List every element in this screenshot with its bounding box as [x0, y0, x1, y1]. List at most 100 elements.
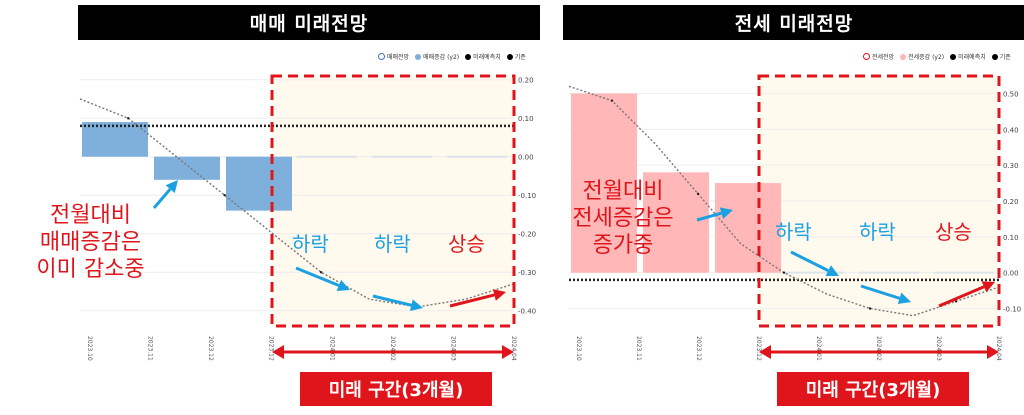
y2-tick-label: 0.20 — [518, 77, 534, 85]
annotation-arrow — [696, 211, 722, 222]
arrowhead-right — [502, 345, 514, 359]
trend-label-down: 하락 — [775, 220, 812, 244]
legend-bar-icon — [415, 53, 422, 60]
trend-label-down: 하락 — [292, 232, 329, 256]
x-tick-label: 2024.02 — [875, 336, 882, 361]
y2-tick-label: -0.30 — [518, 269, 536, 277]
annotation-arrow — [152, 188, 172, 209]
legend-item: 기준 — [991, 52, 1011, 61]
legend-item: 미래예측치 — [950, 52, 986, 61]
x-tick-label: 2024.03 — [935, 336, 942, 361]
annotation-arrowhead — [409, 299, 423, 312]
arrowhead-left — [759, 345, 771, 359]
future-region-border — [757, 74, 1001, 328]
y2-tick-label: 0.00 — [518, 154, 534, 162]
sale-forecast-panel: 매매 미래전망 매매전망 매매증감 (y2) 미래예측치 기준 0.20 0.10… — [36, 0, 540, 415]
legend-item: 미래예측치 — [465, 52, 501, 61]
legend-item: 매매전망 — [378, 52, 409, 61]
trend-label-down: 하락 — [859, 220, 896, 244]
x-tick-label: 2024.02 — [389, 336, 396, 361]
jeonse-note: 전월대비 전세증감은 증가중 — [553, 178, 693, 259]
x-tick-label: 2024.03 — [449, 336, 456, 361]
forecast-point — [868, 307, 872, 310]
x-tick-label: 2023.11 — [635, 336, 642, 361]
annotation-arrow — [295, 266, 340, 287]
future-region — [272, 76, 514, 326]
jeonse-chart: 0.50 0.40 0.30 0.20 0.10 0.00 -0.10 2023.10 2023… — [568, 74, 1021, 361]
annotation-arrowhead — [897, 292, 911, 305]
legend-circle-icon — [863, 53, 870, 60]
note-line: 증가중 — [592, 233, 654, 258]
jeonse-forecast-title: 전세 미래전망 — [563, 5, 1024, 40]
legend-item: 전세전망 — [863, 52, 894, 61]
note-line: 전세증감은 — [572, 206, 674, 231]
sale-chart: 0.20 0.10 0.00 -0.10 -0.20 -0.30 -0.40 2023.10 2… — [79, 74, 536, 361]
x-tick-label: 2024.01 — [328, 336, 335, 361]
x-tick-label: 2023.11 — [147, 336, 154, 361]
y2-tick-label: -0.10 — [1003, 306, 1021, 314]
annotation-arrow — [938, 285, 985, 308]
sale-legend: 매매전망 매매증감 (y2) 미래예측치 기준 — [378, 52, 526, 61]
forecast-point — [610, 99, 614, 102]
arrowhead-left — [272, 345, 284, 359]
note-line: 전월대비 — [50, 203, 131, 228]
y2-tick-label: 0.00 — [1003, 270, 1019, 278]
future-period-label: 미래 구간(3개월) — [777, 372, 969, 406]
bar — [715, 183, 781, 273]
y2-tick-label: 0.10 — [1003, 234, 1019, 242]
y2-tick-label: -0.40 — [518, 308, 536, 316]
x-tick-label: 2024.01 — [815, 336, 822, 361]
forecast-point — [223, 194, 226, 197]
annotation-arrow — [449, 293, 495, 308]
arrowhead-right — [987, 345, 999, 359]
jeonse-forecast-panel: 전세 미래전망 전세전망 전세증감 (y2) 미래예측치 기준 0.50 0.40… — [563, 0, 1024, 415]
annotation-arrowhead — [165, 180, 178, 194]
annotation-arrowhead — [981, 281, 995, 293]
note-line: 이미 감소중 — [36, 257, 145, 282]
legend-bar-icon — [900, 53, 907, 60]
annotation-arrowhead — [336, 279, 350, 292]
trend-label-up: 상승 — [935, 220, 972, 244]
annotation-arrow — [860, 284, 901, 300]
x-tick-label: 2023.10 — [575, 336, 582, 361]
y2-tick-label: -0.10 — [518, 192, 536, 200]
legend-dot-icon — [991, 53, 998, 60]
note-line: 매매증감은 — [39, 230, 142, 255]
legend-circle-icon — [378, 53, 385, 60]
x-tick-label: 2023.12 — [755, 336, 762, 361]
annotation-arrowhead — [492, 289, 506, 301]
bar — [154, 156, 220, 180]
y2-tick-label: 0.30 — [1003, 162, 1019, 170]
jeonse-legend: 전세전망 전세증감 (y2) 미래예측치 기준 — [863, 52, 1011, 61]
annotation-arrow — [372, 294, 412, 307]
legend-dot-icon — [506, 53, 513, 60]
legend-item: 기준 — [506, 52, 526, 61]
bar — [643, 172, 709, 273]
x-tick-label: 2023.10 — [86, 336, 93, 361]
forecast-point — [696, 192, 700, 196]
legend-item: 매매증감 (y2) — [415, 52, 459, 61]
future-period-label: 미래 구간(3개월) — [300, 372, 492, 406]
forecast-point — [319, 271, 323, 274]
annotation-arrowhead — [825, 265, 839, 276]
legend-item: 전세증감 (y2) — [900, 52, 944, 61]
x-tick-label: 2024.04 — [995, 336, 1002, 361]
x-tick-label: 2023.12 — [268, 336, 275, 361]
sale-forecast-title: 매매 미래전망 — [78, 5, 540, 40]
trend-label-down: 하락 — [374, 232, 411, 256]
y2-tick-label: 0.10 — [518, 115, 534, 123]
annotation-arrowhead — [719, 207, 733, 219]
y2-tick-label: 0.40 — [1003, 126, 1019, 134]
legend-dot-icon — [950, 53, 957, 60]
x-tick-label: 2023.12 — [695, 336, 702, 361]
sale-note: 전월대비 매매증감은 이미 감소중 — [8, 202, 173, 283]
forecast-point — [127, 117, 130, 120]
annotation-arrow — [790, 250, 829, 272]
forecast-point — [782, 271, 786, 274]
forecast-point — [954, 300, 958, 303]
y2-tick-label: 0.20 — [1003, 198, 1019, 206]
future-region-border — [270, 74, 516, 328]
x-tick-label: 2024.04 — [510, 336, 517, 361]
bar — [571, 93, 637, 273]
legend-dot-icon — [465, 53, 472, 60]
